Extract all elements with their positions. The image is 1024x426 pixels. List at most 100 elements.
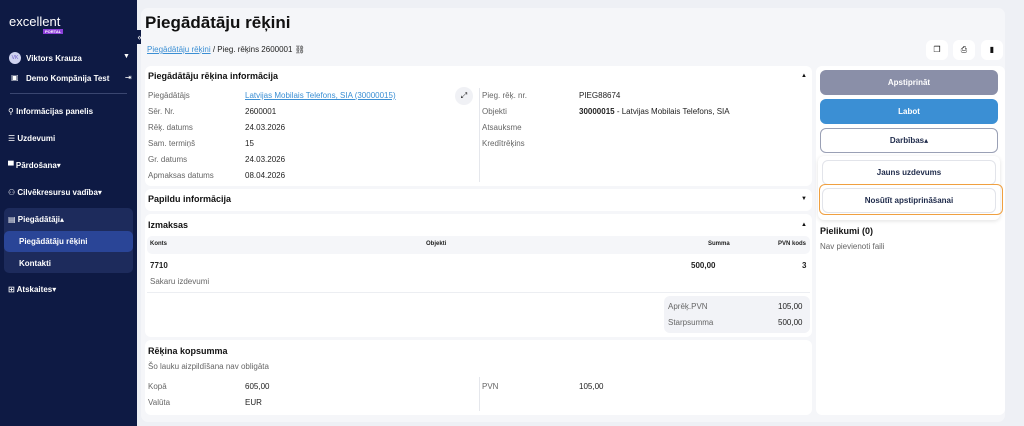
field-value: 24.03.2026	[245, 123, 286, 132]
field-value: PIEG88674	[579, 91, 621, 100]
page-title: Piegādātāju rēķini	[145, 13, 291, 32]
field-value: 15	[245, 139, 254, 148]
copy-button[interactable]: ❐	[926, 40, 948, 60]
chevron-up-icon: ▴	[60, 215, 65, 224]
focus-highlight	[819, 184, 1003, 215]
invoice-total-card	[145, 340, 812, 415]
company-name[interactable]: Demo Kompānija Test	[26, 74, 110, 83]
divider	[10, 93, 127, 94]
chevron-down-icon: ▾	[97, 188, 102, 197]
breadcrumb: Piegādātāju rēķini / Pieg. rēķins 260000…	[147, 45, 305, 54]
link-icon[interactable]: ⛓	[294, 45, 305, 54]
divider	[147, 292, 810, 293]
sidebar-item-reports[interactable]: ⊞ Atskaites▾	[8, 285, 57, 294]
field-label: Valūta	[148, 398, 171, 407]
collapse-icon[interactable]: ▲	[801, 73, 807, 79]
divider	[479, 377, 480, 411]
sidebar-active-highlight	[4, 231, 133, 252]
summary-box	[664, 296, 810, 333]
expand-button[interactable]: ⤢	[455, 87, 473, 105]
actions-dropdown-label: Darbības	[889, 136, 925, 145]
summary-value: 500,00	[778, 318, 803, 327]
chevron-down-icon: ▾	[56, 161, 61, 170]
breadcrumb-link[interactable]: Piegādātāju rēķini	[147, 45, 211, 54]
attachments-empty: Nav pievienoti faili	[820, 242, 885, 251]
sidebar-item-contacts[interactable]: Kontakti	[19, 259, 51, 268]
table-row-description: Sakaru izdevumi	[150, 277, 210, 286]
optional-note: Šo lauku aizpildīšana nav obligāta	[148, 362, 269, 371]
print-button[interactable]: ⎙	[953, 40, 975, 60]
field-label: Piegādātājs	[148, 91, 190, 100]
user-dropdown-icon[interactable]: ▼	[123, 53, 130, 60]
logo-badge: PORTAL	[43, 29, 64, 34]
field-label: Apmaksas datums	[148, 171, 214, 180]
field-label: Rēķ. datums	[148, 123, 193, 132]
sidebar-item-dashboard[interactable]: ⚲ Informācijas panelis	[8, 107, 94, 116]
actions-dropdown-button[interactable]: Darbības▴	[820, 128, 998, 153]
sidebar-item-hr[interactable]: ⚇ Cilvēkresursu vadība▾	[8, 188, 102, 197]
summary-value: 105,00	[778, 302, 803, 311]
divider	[479, 88, 480, 182]
approve-button[interactable]: Apstiprināt	[820, 70, 998, 95]
field-value: 30000015 - Latvijas Mobilais Telefons, S…	[579, 107, 730, 116]
cart-icon: ▀	[8, 161, 16, 170]
table-row-amount: 500,00	[691, 261, 716, 270]
print-icon: ⎙	[960, 45, 968, 54]
invoice-info-title: Piegādātāju rēķina informācija	[148, 71, 279, 81]
field-label: Kredītrēķins	[482, 139, 525, 148]
field-label: PVN	[482, 382, 499, 391]
table-header	[147, 236, 810, 254]
supplier-link[interactable]: Latvijas Mobilais Telefons, SIA (3000001…	[245, 91, 396, 100]
logout-icon[interactable]: ⇥	[125, 73, 132, 82]
sidebar-item-sales[interactable]: ▀ Pārdošana▾	[8, 161, 61, 170]
attachments-title: Pielikumi (0)	[820, 226, 874, 236]
column-header: Objekti	[426, 241, 447, 247]
clipboard-icon: ▤	[8, 215, 18, 224]
field-label: Pieg. rēķ. nr.	[482, 91, 527, 100]
pin-icon: ⚲	[8, 107, 17, 116]
edit-button[interactable]: Labot	[820, 99, 998, 124]
people-icon: ⚇	[8, 188, 18, 197]
invoice-info-card	[145, 66, 812, 186]
trash-icon: ▮	[989, 45, 995, 54]
field-label: Objekti	[482, 107, 507, 116]
column-header: Konts	[150, 241, 167, 247]
expand-icon[interactable]: ▼	[801, 196, 807, 202]
field-value: EUR	[245, 398, 262, 407]
column-header: PVN kods	[778, 241, 807, 247]
field-value: 24.03.2026	[245, 155, 286, 164]
field-value: 2600001	[245, 107, 277, 116]
user-name[interactable]: Viktors Krauza	[26, 54, 82, 63]
avatar[interactable]: VK	[9, 52, 21, 64]
summary-label: Aprēķ.PVN	[668, 302, 708, 311]
costs-title: Izmaksas	[148, 220, 189, 230]
list-icon: ☰	[8, 134, 18, 143]
briefcase-icon: ▣	[11, 73, 19, 82]
extra-info-card[interactable]	[145, 189, 812, 211]
sidebar-item-supplier-invoices[interactable]: Piegādātāju rēķini	[19, 237, 88, 246]
field-label: Gr. datums	[148, 155, 188, 164]
expand-icon: ⤢	[460, 91, 468, 100]
menu-item-new-task[interactable]: Jauns uzdevums	[822, 160, 996, 185]
menu-item-send-for-approval[interactable]: Nosūtīt apstiprināšanai	[822, 188, 996, 213]
copy-icon: ❐	[933, 45, 941, 54]
sidebar-item-suppliers[interactable]: ▤ Piegādātāji▴	[8, 215, 65, 224]
collapse-icon[interactable]: ▲	[801, 222, 807, 228]
summary-label: Starpsumma	[668, 318, 714, 327]
chevron-up-icon: ▴	[924, 136, 929, 145]
table-row-vat-code: 3	[802, 261, 807, 270]
field-value: 08.04.2026	[245, 171, 286, 180]
field-value: 105,00	[579, 382, 604, 391]
logo: excellent	[9, 14, 61, 29]
field-value: 605,00	[245, 382, 270, 391]
field-label: Sam. termiņš	[148, 139, 196, 148]
field-label: Atsauksme	[482, 123, 522, 132]
field-label: Kopā	[148, 382, 167, 391]
breadcrumb-current: Pieg. rēķins 2600001	[217, 45, 293, 54]
delete-button[interactable]: ▮	[981, 40, 1003, 60]
actions-card	[816, 66, 1005, 415]
extra-info-title: Papildu informācija	[148, 194, 232, 204]
sidebar-item-tasks[interactable]: ☰ Uzdevumi	[8, 134, 56, 143]
table-row-account[interactable]: 7710	[150, 261, 168, 270]
field-label: Sēr. Nr.	[148, 107, 175, 116]
